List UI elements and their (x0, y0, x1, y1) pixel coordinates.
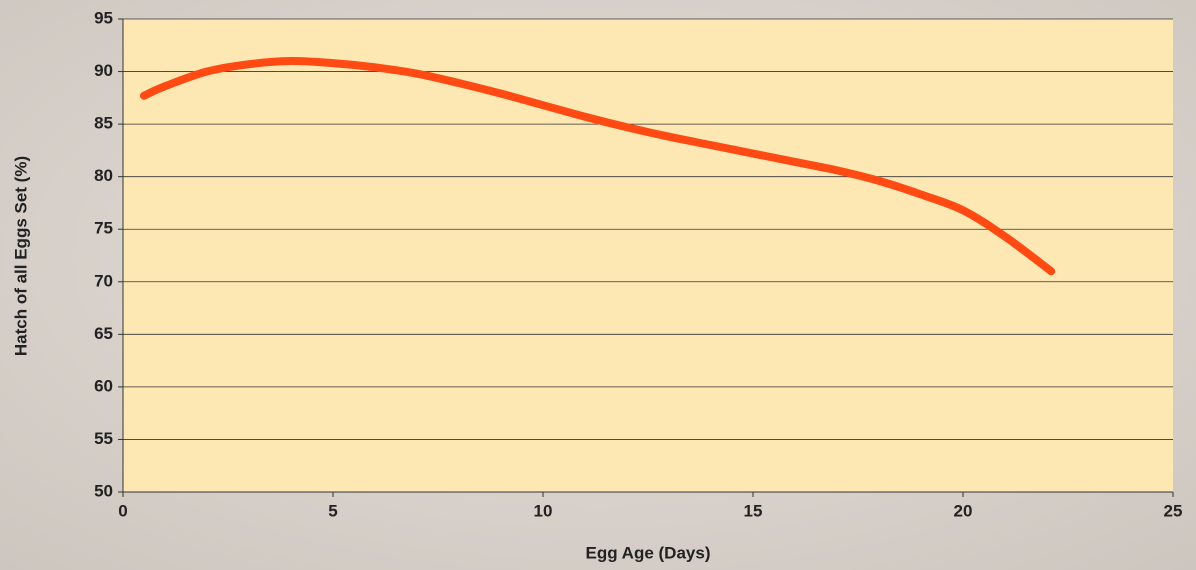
y-tick-label: 90 (94, 61, 113, 80)
x-tick-label: 15 (744, 501, 763, 520)
x-tick-label: 10 (534, 501, 553, 520)
x-tick-label: 20 (954, 501, 973, 520)
y-axis-label: Hatch of all Eggs Set (%) (11, 156, 30, 356)
y-tick-label: 80 (94, 166, 113, 185)
y-tick-label: 70 (94, 271, 113, 290)
x-axis-label: Egg Age (Days) (585, 543, 710, 562)
y-tick-label: 55 (94, 429, 113, 448)
plot-area (123, 19, 1173, 492)
chart: Egg Age (Days) Hatch of all Eggs Set (%)… (0, 0, 1196, 570)
page: {"chart_data": {"type": "line", "x_label… (0, 0, 1196, 570)
y-tick-label: 60 (94, 376, 113, 395)
x-tick-label: 0 (118, 501, 127, 520)
y-tick-label: 65 (94, 324, 113, 343)
y-tick-label: 85 (94, 114, 113, 133)
x-tick-label: 25 (1164, 501, 1183, 520)
y-tick-label: 75 (94, 219, 113, 238)
x-tick-label: 5 (328, 501, 337, 520)
y-tick-label: 50 (94, 481, 113, 500)
y-tick-label: 95 (94, 8, 113, 27)
